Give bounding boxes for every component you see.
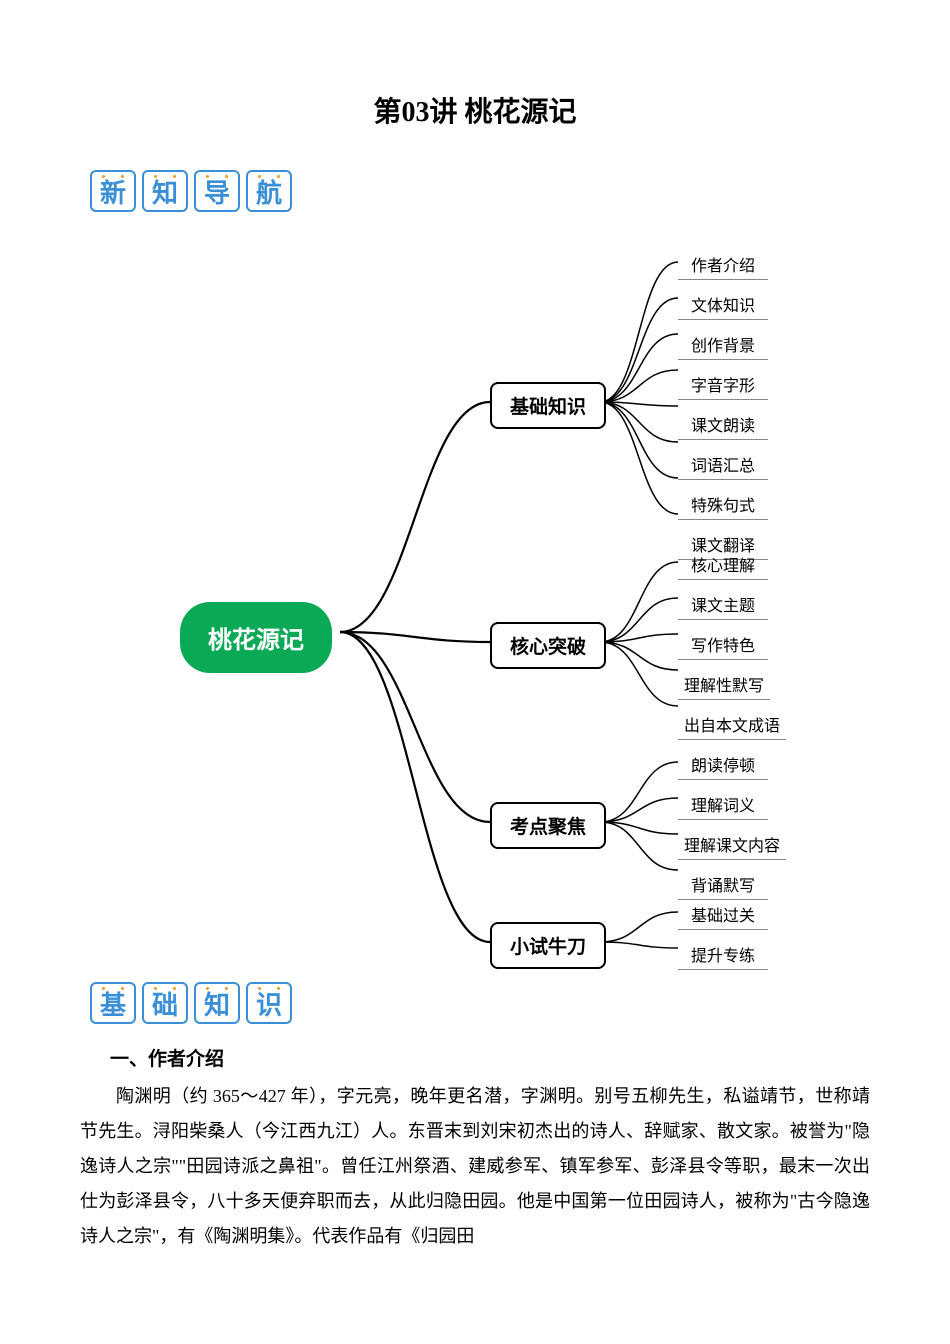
banner-cell: 础 <box>142 982 188 1024</box>
mindmap-leaf-node: 作者介绍 <box>678 252 768 280</box>
banner-nav: 新知导航 <box>90 170 880 212</box>
mindmap: 桃花源记 基础知识作者介绍文体知识创作背景字音字形课文朗读词语汇总特殊句式课文翻… <box>70 232 880 972</box>
mindmap-leaf-node: 朗读停顿 <box>678 752 768 780</box>
banner-cell: 导 <box>194 170 240 212</box>
mindmap-leaf-node: 特殊句式 <box>678 492 768 520</box>
banner-basics: 基础知识 <box>90 982 880 1024</box>
mindmap-leaf-node: 创作背景 <box>678 332 768 360</box>
mindmap-leaf-node: 理解课文内容 <box>678 832 786 860</box>
mindmap-leaf-node: 提升专练 <box>678 942 768 970</box>
mindmap-leaf-node: 词语汇总 <box>678 452 768 480</box>
body-paragraph: 陶渊明（约 365～427 年），字元亮，晚年更名潜，字渊明。别号五柳先生，私谥… <box>80 1079 870 1254</box>
banner-cell: 新 <box>90 170 136 212</box>
banner-cell: 基 <box>90 982 136 1024</box>
mindmap-leaf-node: 出自本文成语 <box>678 712 786 740</box>
mindmap-leaf-node: 背诵默写 <box>678 872 768 900</box>
mindmap-branch-node: 考点聚焦 <box>490 802 606 849</box>
mindmap-leaf-node: 写作特色 <box>678 632 768 660</box>
mindmap-leaf-node: 字音字形 <box>678 372 768 400</box>
mindmap-leaf-group: 作者介绍文体知识创作背景字音字形课文朗读词语汇总特殊句式课文翻译 <box>678 252 768 572</box>
banner-cell: 知 <box>194 982 240 1024</box>
mindmap-branch-node: 核心突破 <box>490 622 606 669</box>
banner-cell: 航 <box>246 170 292 212</box>
mindmap-leaf-node: 文体知识 <box>678 292 768 320</box>
mindmap-leaf-group: 核心理解课文主题写作特色理解性默写出自本文成语 <box>678 552 786 752</box>
mindmap-root-node: 桃花源记 <box>180 602 332 673</box>
mindmap-branch-node: 小试牛刀 <box>490 922 606 969</box>
section-heading: 一、作者介绍 <box>110 1044 880 1071</box>
mindmap-leaf-group: 基础过关提升专练 <box>678 902 768 982</box>
mindmap-leaf-node: 理解性默写 <box>678 672 770 700</box>
page-title: 第03讲 桃花源记 <box>70 90 880 130</box>
banner-cell: 识 <box>246 982 292 1024</box>
mindmap-leaf-node: 课文主题 <box>678 592 768 620</box>
banner-cell: 知 <box>142 170 188 212</box>
mindmap-leaf-node: 核心理解 <box>678 552 768 580</box>
mindmap-leaf-group: 朗读停顿理解词义理解课文内容背诵默写 <box>678 752 786 912</box>
mindmap-branch-node: 基础知识 <box>490 382 606 429</box>
mindmap-leaf-node: 基础过关 <box>678 902 768 930</box>
mindmap-leaf-node: 理解词义 <box>678 792 768 820</box>
mindmap-leaf-node: 课文朗读 <box>678 412 768 440</box>
